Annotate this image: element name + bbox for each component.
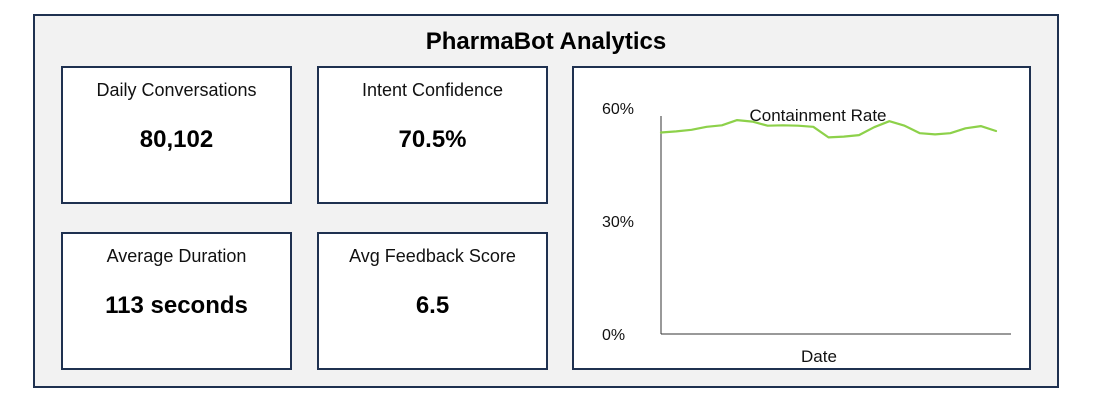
kpi-value: 80,102 xyxy=(139,126,214,153)
kpi-value: 6.5 xyxy=(415,292,450,319)
kpi-card-average-duration: Average Duration 113 seconds xyxy=(61,232,292,370)
y-tick-label: 30% xyxy=(602,214,634,231)
y-tick-label: 60% xyxy=(602,101,634,118)
y-tick-label: 0% xyxy=(602,327,625,344)
kpi-label: Daily Conversations xyxy=(96,80,257,100)
dashboard: PharmaBot Analytics Daily Conversations … xyxy=(33,14,1059,388)
kpi-label: Average Duration xyxy=(106,246,247,266)
kpi-card-intent-confidence: Intent Confidence 70.5% xyxy=(317,66,548,204)
chart-title: Containment Rate xyxy=(749,106,886,125)
kpi-value: 70.5% xyxy=(398,126,467,153)
kpi-label: Intent Confidence xyxy=(361,80,504,100)
containment-rate-chart: Containment Rate 0% 30% 60% Date xyxy=(602,101,1011,366)
dashboard-title: PharmaBot Analytics xyxy=(425,28,667,55)
containment-rate-chart-panel: Containment Rate 0% 30% 60% Date xyxy=(572,66,1031,370)
kpi-value: 113 seconds xyxy=(105,292,248,319)
kpi-label: Avg Feedback Score xyxy=(349,246,516,266)
containment-rate-line xyxy=(659,118,998,139)
kpi-card-daily-conversations: Daily Conversations 80,102 xyxy=(61,66,292,204)
kpi-card-avg-feedback-score: Avg Feedback Score 6.5 xyxy=(317,232,548,370)
x-axis-label: Date xyxy=(801,347,837,366)
